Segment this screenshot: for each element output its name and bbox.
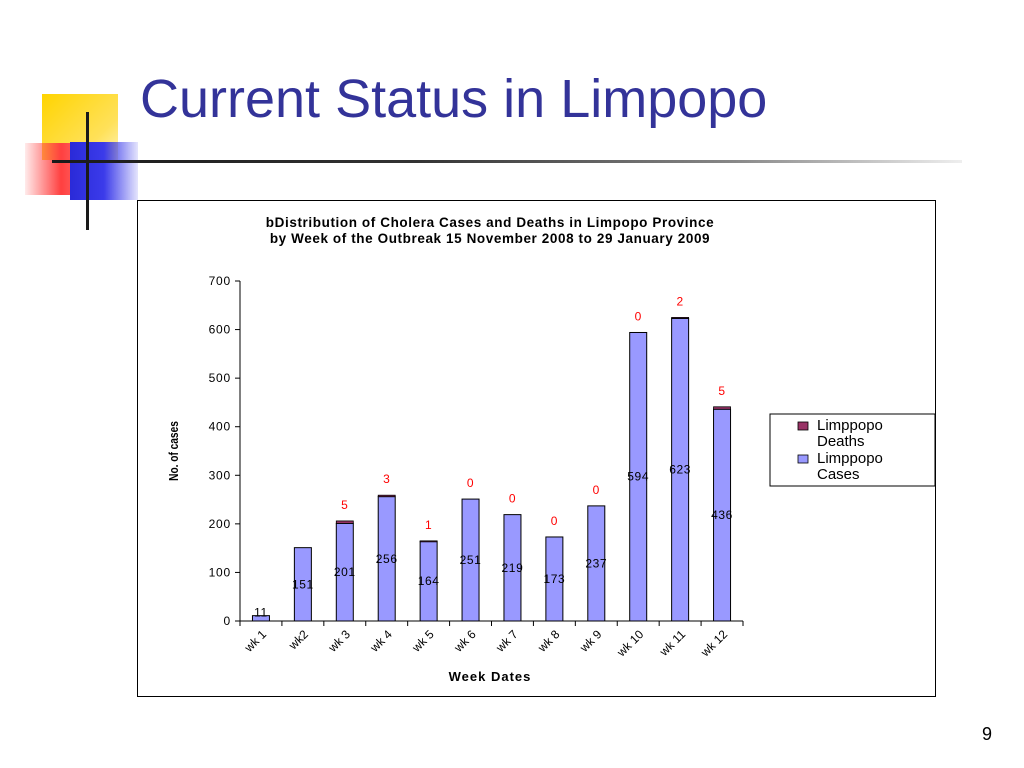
data-label-cases: 594 <box>627 470 649 484</box>
data-label-cases: 173 <box>543 572 565 586</box>
bar-cases <box>545 536 564 622</box>
data-label-cases: 237 <box>585 556 607 570</box>
bar-cases <box>503 514 522 622</box>
y-axis-label: No. of cases <box>167 421 181 481</box>
chart: bDistribution of Cholera Cases and Death… <box>167 215 935 684</box>
y-tick-label: 600 <box>209 323 231 337</box>
data-label-deaths: 0 <box>593 483 600 497</box>
legend: Limppopo Deaths Limppopo Cases <box>769 413 935 487</box>
title-underline <box>52 160 962 163</box>
page-title: Current Status in Limpopo <box>140 69 768 129</box>
data-label-cases: 164 <box>418 574 440 588</box>
data-label-deaths: 5 <box>718 384 725 398</box>
bar-cases <box>461 498 480 622</box>
page-number: 9 <box>981 724 992 744</box>
data-label-deaths: 5 <box>341 498 348 512</box>
chart-title-line1: bDistribution of Cholera Cases and Death… <box>266 215 714 230</box>
bar-deaths <box>713 406 731 410</box>
bar-deaths <box>377 494 396 498</box>
x-axis-label: Week Dates <box>449 669 532 684</box>
data-label-deaths: 2 <box>676 294 683 308</box>
data-label-deaths: 3 <box>383 472 390 486</box>
data-label-cases: 201 <box>334 565 356 579</box>
legend-swatch-deaths <box>797 421 809 431</box>
legend-swatch-cases <box>797 454 809 464</box>
bar-cases <box>251 615 270 622</box>
legend-label-deaths-line2: Deaths <box>817 433 865 450</box>
bar-cases <box>293 547 312 622</box>
x-tick-label: wk 4 <box>367 627 395 655</box>
data-label-deaths: 0 <box>551 514 558 528</box>
x-tick-label: wk 7 <box>493 627 521 655</box>
x-tick-label: wk 6 <box>451 627 479 655</box>
x-tick-label: wk 1 <box>241 627 269 655</box>
data-label-deaths: 1 <box>425 518 432 532</box>
y-tick-label: 300 <box>209 468 231 482</box>
x-tick-label: wk 5 <box>409 627 437 655</box>
x-tick-label: wk 11 <box>656 627 688 659</box>
x-tick-label: wk2 <box>285 627 311 653</box>
bar-deaths <box>419 540 438 543</box>
x-tick-label: wk 3 <box>325 627 353 655</box>
decor-blue-square <box>70 142 138 200</box>
data-label-deaths: 0 <box>467 476 474 490</box>
x-tick-label: wk 8 <box>534 627 562 655</box>
data-label-cases: 623 <box>669 463 691 477</box>
x-tick-label: wk 9 <box>576 627 604 655</box>
data-label-cases: 251 <box>460 553 482 567</box>
decor-vertical-line <box>86 112 89 230</box>
data-label-cases: 219 <box>502 561 524 575</box>
chart-title-line2: by Week of the Outbreak 15 November 2008… <box>270 231 710 246</box>
bar-cases <box>587 505 606 622</box>
bar-deaths <box>671 317 690 319</box>
data-label-cases: 436 <box>711 508 733 522</box>
x-tick-label: wk 10 <box>614 627 647 660</box>
data-label-cases: 11 <box>254 606 268 620</box>
y-tick-label: 200 <box>209 517 231 531</box>
y-tick-label: 400 <box>209 420 231 434</box>
legend-label-cases-line2: Cases <box>817 466 860 483</box>
legend-box <box>769 413 935 487</box>
y-tick-label: 700 <box>209 274 231 288</box>
y-tick-label: 500 <box>209 371 231 385</box>
bar-deaths <box>335 520 354 524</box>
bar-cases <box>629 331 648 622</box>
legend-label-cases-line1: Limppopo <box>817 450 883 467</box>
data-label-deaths: 0 <box>509 492 516 506</box>
legend-label-deaths-line1: Limppopo <box>817 417 883 434</box>
x-tick-label: wk 12 <box>697 627 730 660</box>
y-tick-label: 0 <box>224 614 231 628</box>
y-tick-label: 100 <box>209 565 231 579</box>
data-label-cases: 151 <box>292 577 314 591</box>
data-label-cases: 256 <box>376 552 398 566</box>
data-label-deaths: 0 <box>635 309 642 323</box>
chart-frame: bDistribution of Cholera Cases and Death… <box>137 200 936 697</box>
